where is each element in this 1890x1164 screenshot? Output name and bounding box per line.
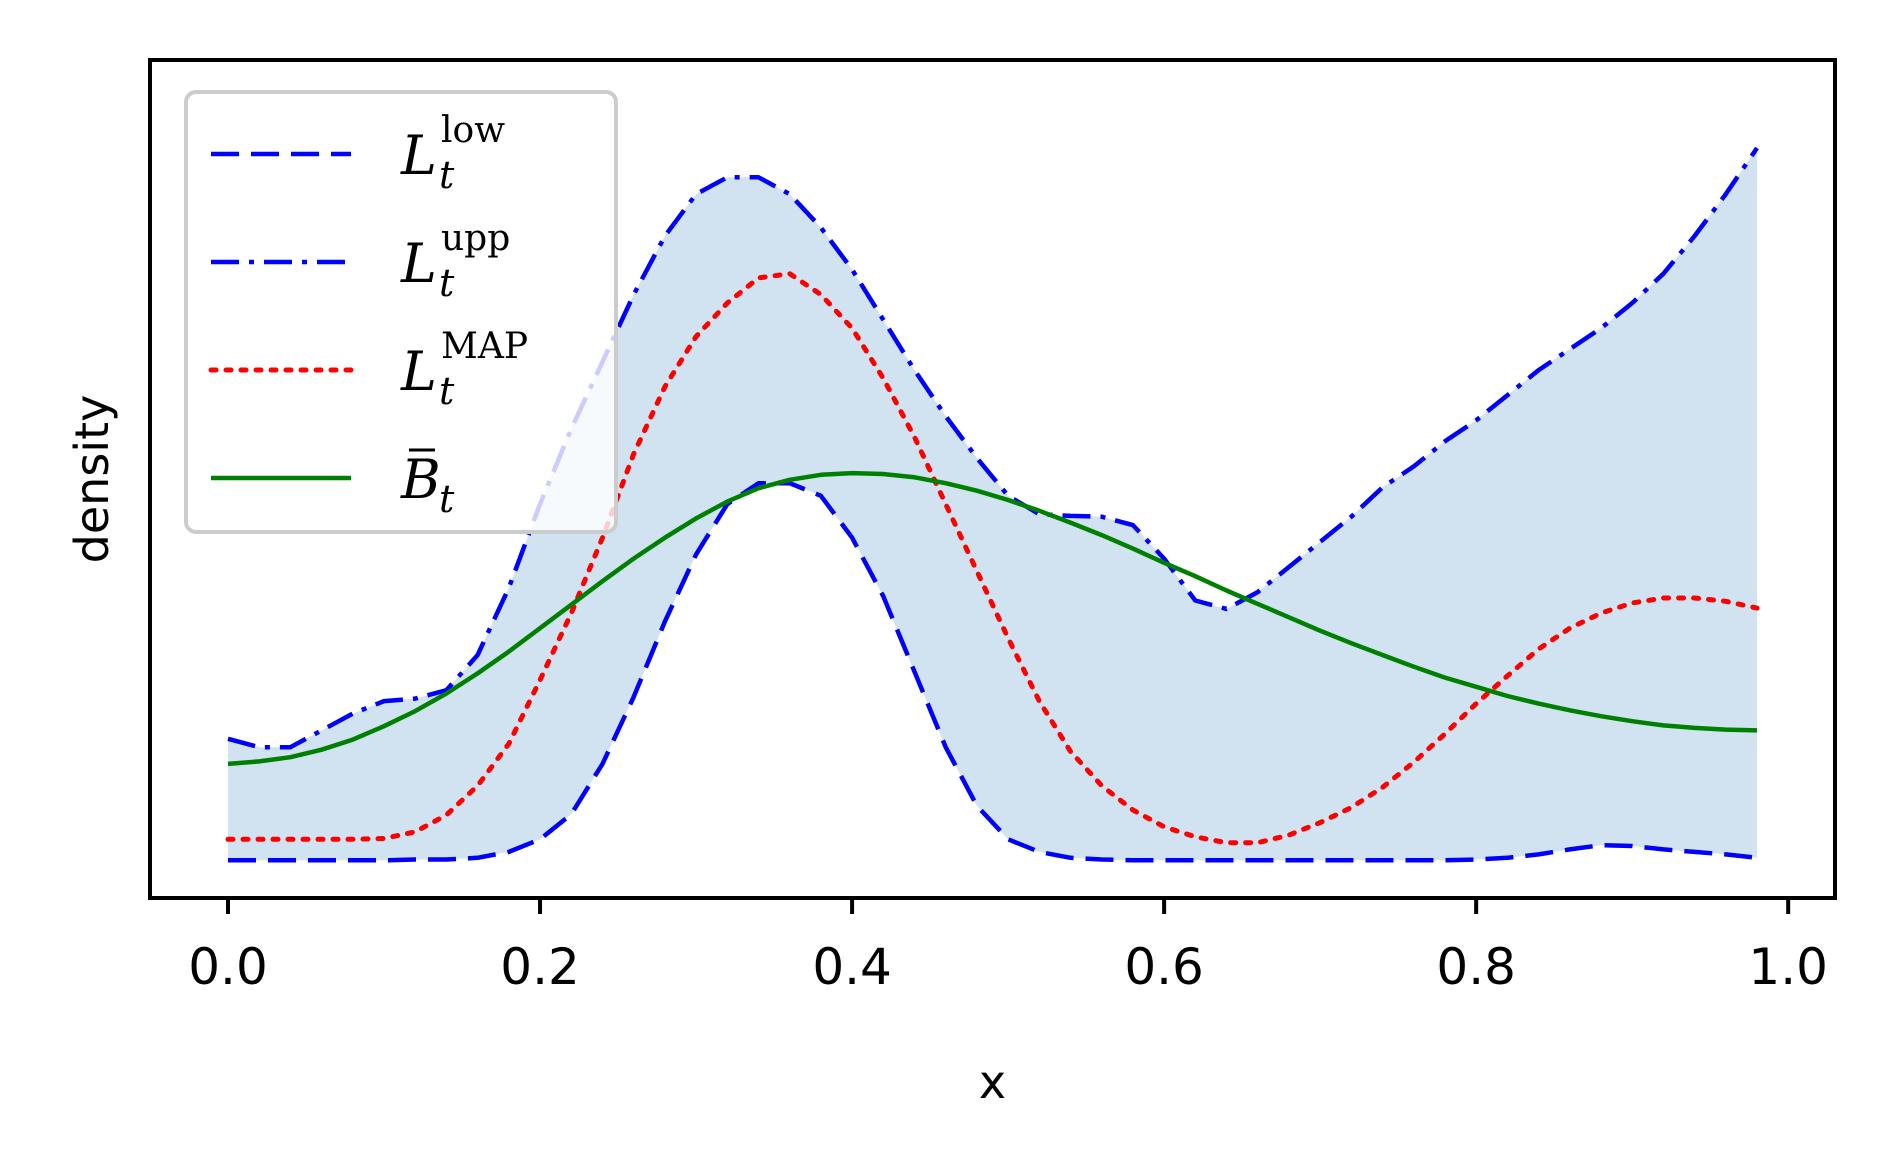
legend-label-sub: t [439,477,455,521]
x-tick-label: 0.6 [1124,938,1204,996]
y-axis-label: density [65,395,119,564]
x-tick-label: 0.2 [500,938,580,996]
legend-label-sup: MAP [441,326,528,367]
legend-label-sup: low [441,110,505,151]
uncertainty-band [228,148,1757,861]
legend-label-base: B [400,448,441,511]
legend-label-sub: t [439,261,455,305]
legend-label-base: L [400,340,437,403]
legend-label-sub: t [439,153,455,197]
x-tick-label: 0.4 [812,938,892,996]
axes: 0.0 0.2 0.4 0.6 0.8 1.0 [148,58,1837,996]
legend-label-base: L [400,232,437,295]
x-tick-label: 0.0 [188,938,268,996]
x-axis-label: x [979,1055,1006,1109]
axes-frame [148,58,1837,900]
legend-box [184,90,618,534]
plot-area [225,146,1760,863]
legend-label-base: L [400,124,437,187]
series-line-l-upp [227,146,1759,750]
series-line-l-low [228,480,1758,863]
x-tick-label: 0.8 [1436,938,1516,996]
legend-label-sub: t [439,369,455,413]
legend-label-sup: upp [441,218,510,259]
x-tick-label: 1.0 [1748,938,1828,996]
legend-label-b-bar: Bt [400,448,455,521]
series-line-b-bar [227,470,1758,767]
series-line-l-map [225,271,1760,846]
